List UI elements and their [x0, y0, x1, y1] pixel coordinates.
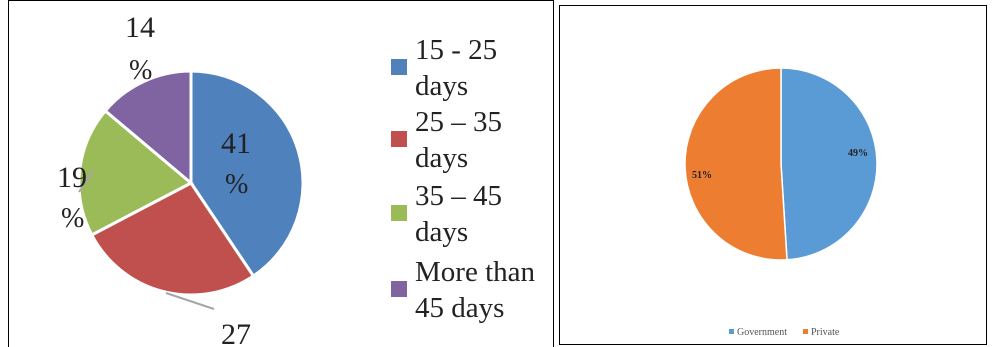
- data-label-value: 19: [57, 161, 87, 194]
- data-label-value: 27: [221, 318, 251, 347]
- pie-slices: [77, 69, 305, 297]
- legend-label: days: [415, 216, 468, 248]
- data-label-value: 41: [221, 127, 251, 160]
- legend-swatch: [391, 131, 407, 147]
- legend-swatch: [391, 205, 407, 221]
- legend-label: 35 – 45: [415, 180, 502, 212]
- pie-slice: [684, 67, 788, 261]
- legend-label: days: [415, 142, 468, 174]
- pie-slice: [780, 67, 878, 261]
- data-label-percent: %: [225, 169, 248, 200]
- legend-label: 45 days: [415, 292, 504, 324]
- data-label-percent: %: [61, 203, 84, 234]
- legend-label: Government: [737, 327, 787, 338]
- leader-line: [165, 292, 215, 310]
- pie-slice: [189, 69, 305, 279]
- legend-swatch: [803, 329, 808, 334]
- legend: Government Private: [729, 327, 840, 338]
- leader-line: [78, 170, 94, 193]
- legend-swatch: [391, 281, 407, 297]
- pie-slice: [103, 69, 193, 187]
- sector-pie-chart-panel: 49% 51% Government Private: [559, 5, 987, 345]
- legend-label: 25 – 35: [415, 106, 502, 138]
- legend-swatch: [391, 59, 407, 75]
- pie-slice: [77, 108, 194, 237]
- data-label-value: 49%: [848, 148, 868, 159]
- legend: 15 - 25 days 25 – 35 days 35 – 45 days More th…: [391, 34, 535, 324]
- legend-label: 15 - 25: [415, 34, 497, 66]
- data-label-value: 14: [125, 11, 155, 44]
- data-label-percent: %: [129, 55, 152, 86]
- legend-swatch: [729, 329, 734, 334]
- data-label-value: 51%: [692, 170, 712, 181]
- legend-label: days: [415, 70, 468, 102]
- sector-pie-chart: 49% 51% Government Private: [684, 67, 878, 338]
- duration-pie-chart: 41% 27 19% 14% 15 - 25 days 25 – 35 days 35 – 45…: [57, 11, 535, 347]
- legend-label: Private: [811, 327, 840, 338]
- duration-pie-chart-panel: 41% 27 19% 14% 15 - 25 days 25 – 35 days 35 – 45…: [8, 0, 554, 347]
- pie-slices: [684, 67, 878, 261]
- legend-label: More than: [415, 256, 535, 288]
- pie-slice: [89, 181, 256, 297]
